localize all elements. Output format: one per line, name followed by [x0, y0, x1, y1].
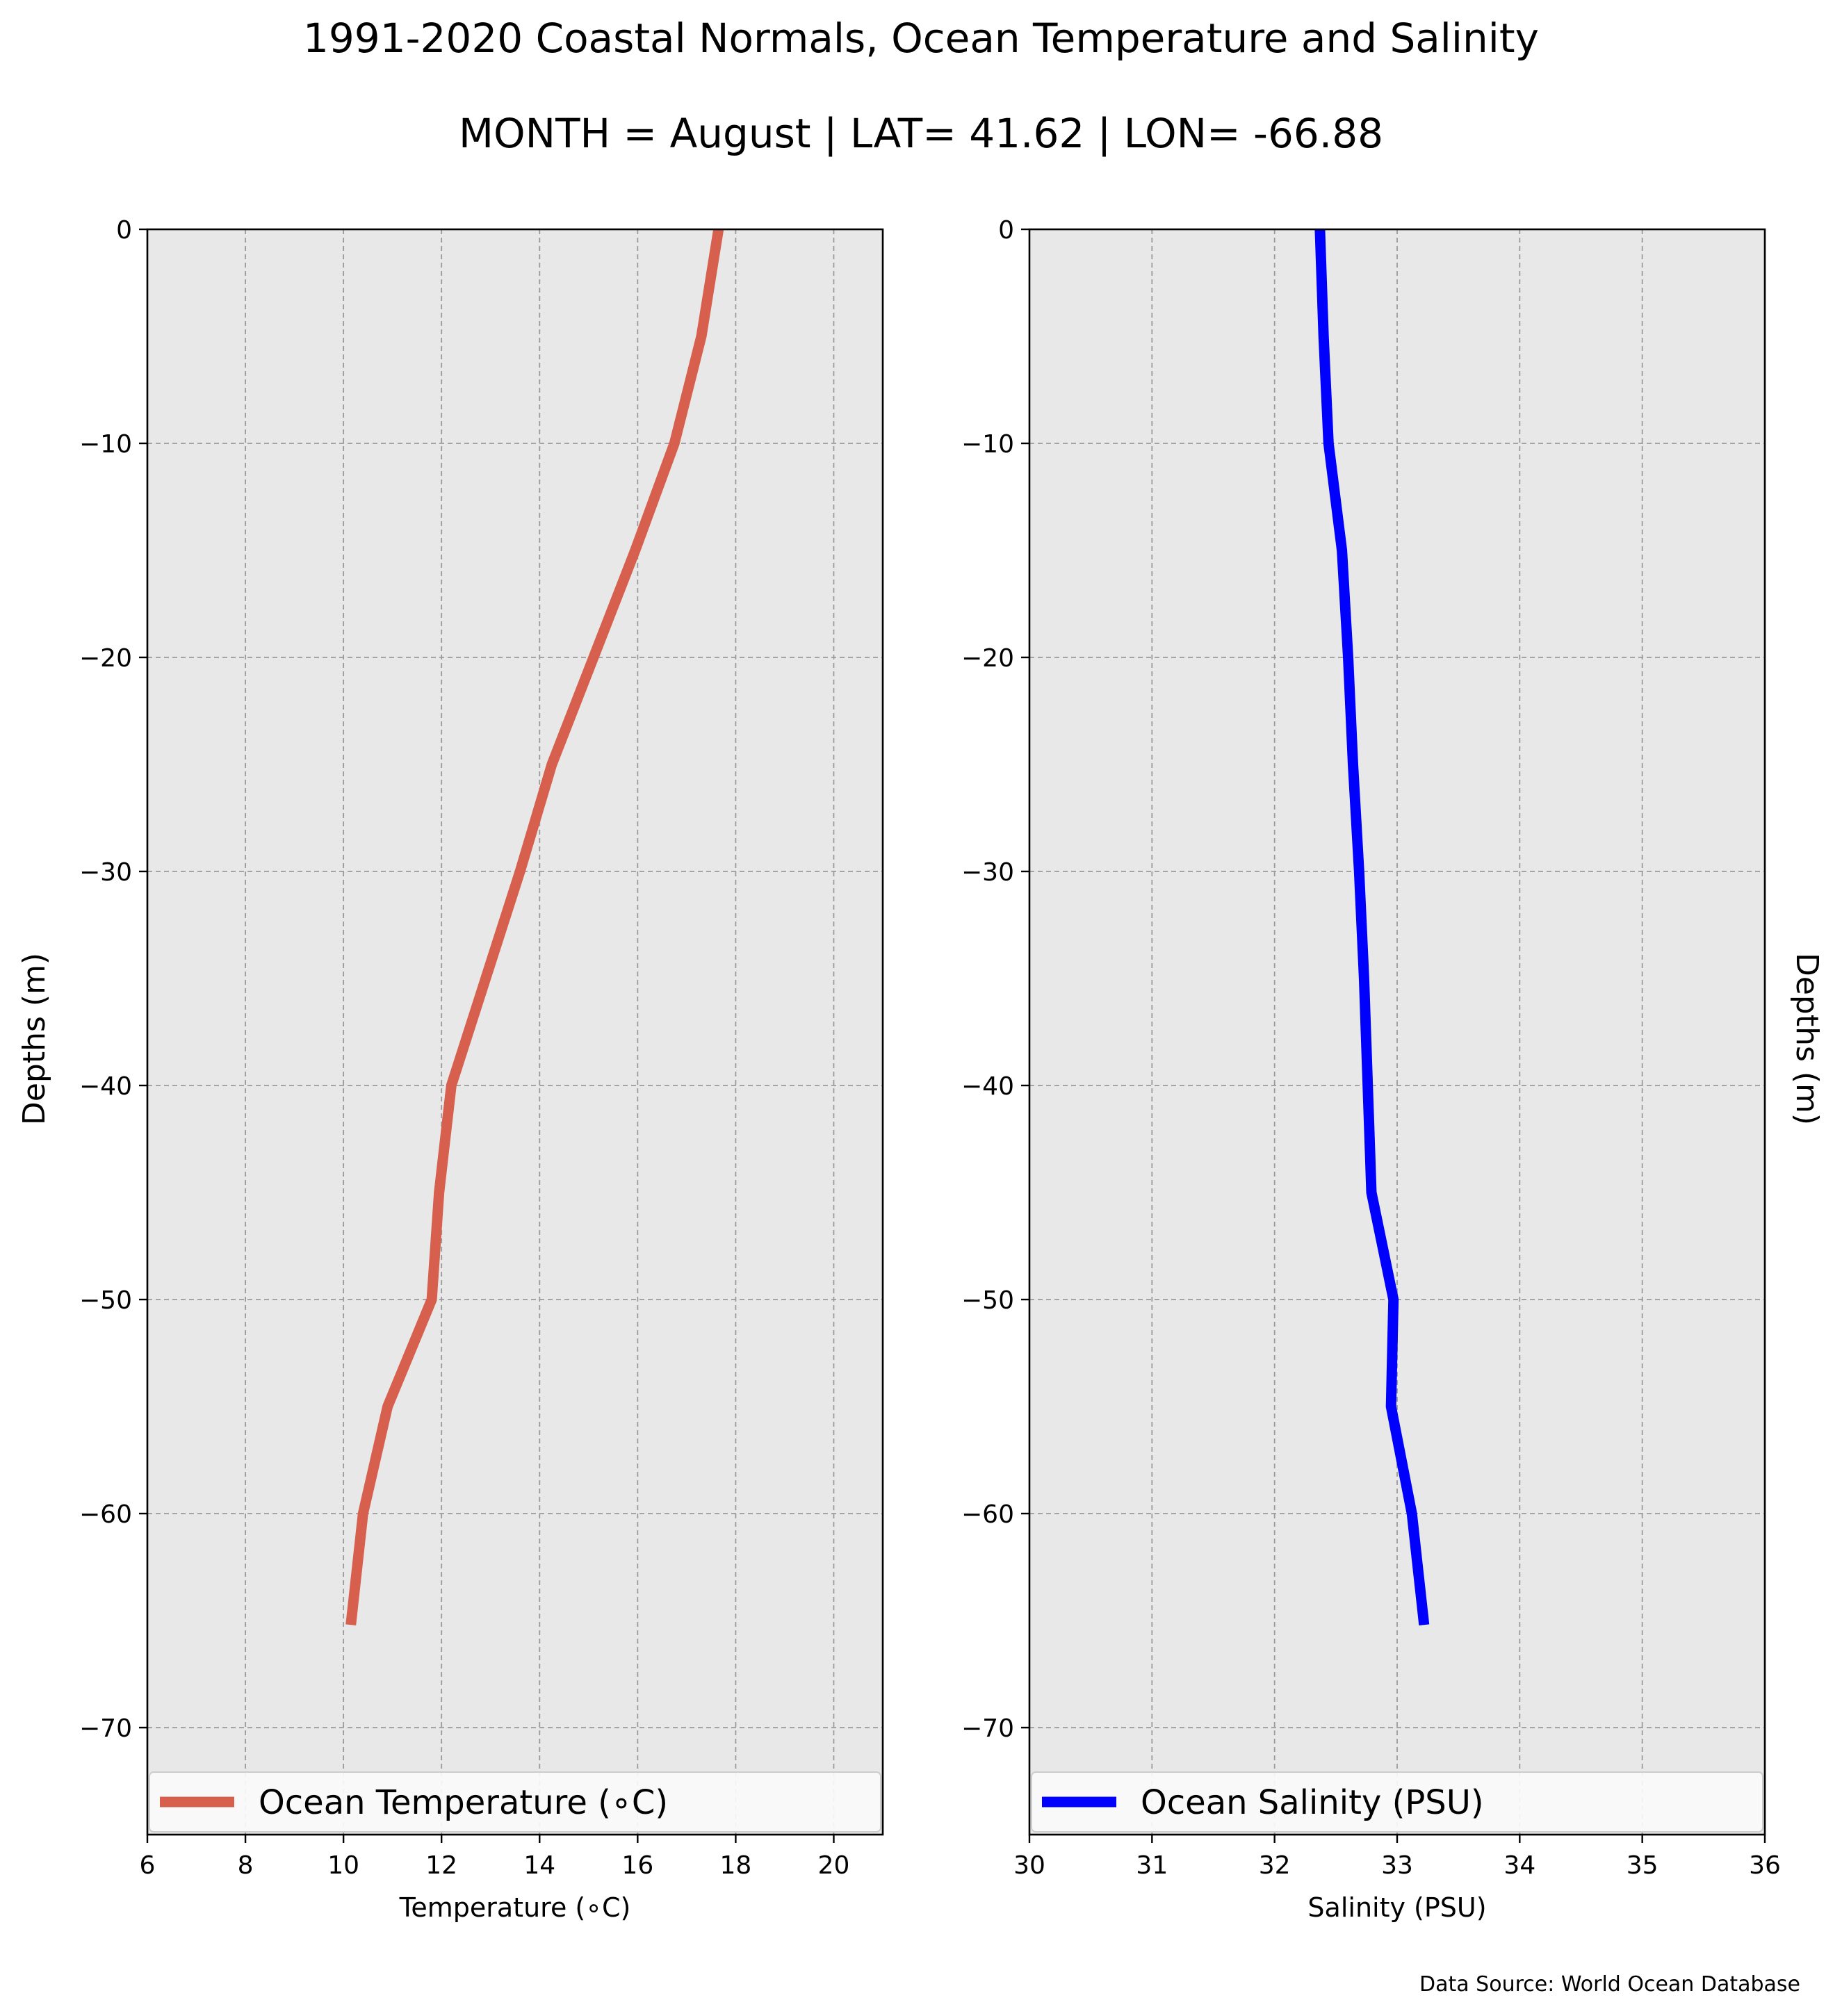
y-tick-label: −50 [961, 1286, 1014, 1315]
x-tick-label: 16 [621, 1851, 653, 1880]
x-axis-label: Salinity (PSU) [1307, 1892, 1486, 1923]
x-tick-label: 33 [1381, 1851, 1413, 1880]
plot-background [147, 229, 883, 1835]
y-tick-label: −60 [961, 1500, 1014, 1529]
data-source-note: Data Source: World Ocean Database [1419, 1972, 1800, 1997]
y-axis-label: Depths (m) [17, 953, 52, 1125]
plot-frame [146, 228, 884, 1836]
y-axis-label: Depths (m) [1789, 953, 1825, 1125]
legend-box [1031, 1771, 1763, 1833]
y-tick-label: 0 [116, 216, 132, 245]
y-tick-label: −40 [79, 1072, 132, 1101]
x-axis-label: Temperature (∘C) [399, 1892, 631, 1923]
y-tick-label: −70 [961, 1714, 1014, 1743]
series-line-1 [1314, 229, 1430, 1626]
y-tick-label: −10 [79, 430, 132, 459]
x-tick-label: 14 [523, 1851, 555, 1880]
y-tick-label: −70 [79, 1714, 132, 1743]
x-tick-label: 35 [1627, 1851, 1658, 1880]
y-tick-label: −60 [79, 1500, 132, 1529]
x-tick-label: 36 [1749, 1851, 1781, 1880]
legend-box [149, 1771, 881, 1833]
y-tick-label: −30 [79, 858, 132, 887]
panel-2: 30 31 32 33 34 35 36 0 −10 −20 −30 −40 −50 −60 −70 Sali… [961, 216, 1825, 1923]
y-tick-label: −10 [961, 430, 1014, 459]
y-tick-label: −50 [79, 1286, 132, 1315]
panel-1: 6 8 10 12 14 16 18 20 0 −10 −20 −30 −40 −50 −60 −70 Temp… [17, 216, 884, 1923]
series-line-1 [345, 228, 724, 1626]
x-tick-label: 6 [140, 1851, 156, 1880]
y-tick-label: 0 [998, 216, 1014, 245]
legend-label: Ocean Salinity (PSU) [1141, 1783, 1484, 1822]
x-tick-label: 30 [1013, 1851, 1045, 1880]
chart-subtitle: MONTH = August | LAT= 41.62 | LON= -66.8… [459, 110, 1383, 157]
chart-title: 1991-2020 Coastal Normals, Ocean Tempera… [303, 15, 1539, 62]
y-tick-label: −20 [961, 644, 1014, 673]
x-tick-label: 31 [1136, 1851, 1168, 1880]
x-tick-label: 34 [1503, 1851, 1535, 1880]
x-tick-label: 12 [425, 1851, 457, 1880]
x-tick-label: 10 [327, 1851, 359, 1880]
y-tick-label: −40 [961, 1072, 1014, 1101]
x-tick-label: 8 [238, 1851, 254, 1880]
x-tick-label: 20 [818, 1851, 850, 1880]
x-tick-label: 18 [719, 1851, 751, 1880]
y-tick-label: −20 [79, 644, 132, 673]
y-tick-label: −30 [961, 858, 1014, 887]
x-tick-label: 32 [1259, 1851, 1291, 1880]
legend-label: Ocean Temperature (∘C) [259, 1783, 668, 1822]
